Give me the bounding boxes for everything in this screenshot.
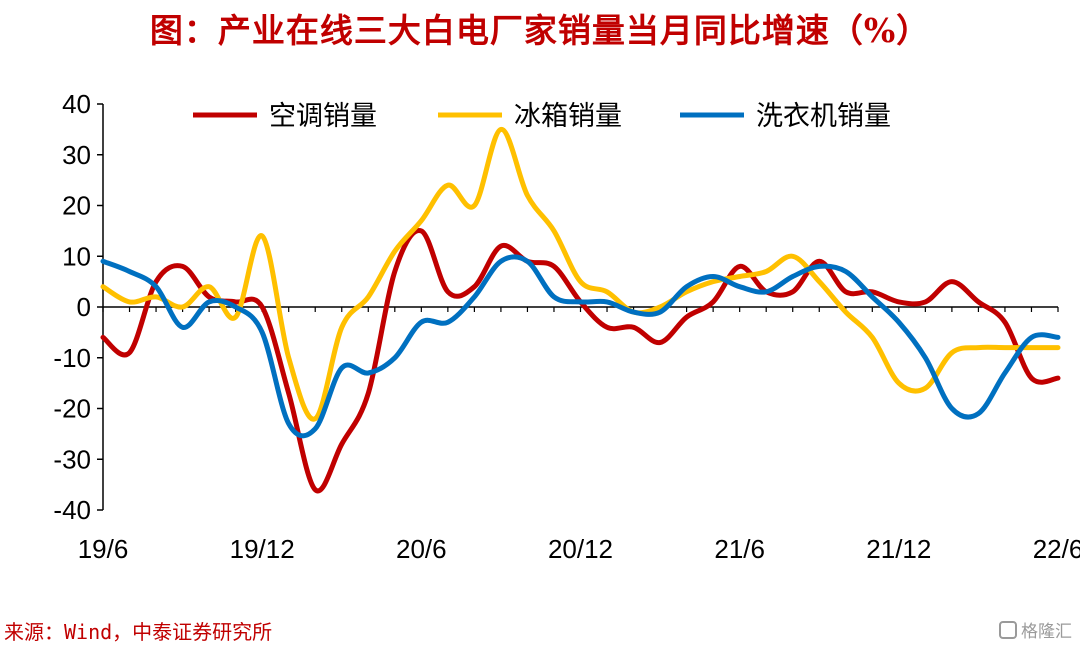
axes-layer: 40 30 20 10 0 -10 -20 -30 -40 19/6 19/12 20/6 20/12 2… — [53, 89, 1080, 564]
y-tick-label: 10 — [62, 241, 91, 271]
y-tick-label: -20 — [53, 394, 91, 424]
y-tick-label: 30 — [62, 140, 91, 170]
legend: 空调销量 冰箱销量 洗衣机销量 — [193, 101, 891, 132]
x-tick-label: 21/12 — [866, 534, 931, 564]
x-tick-label: 19/6 — [78, 534, 129, 564]
series-line-aircon — [100, 228, 1061, 494]
watermark-logo-icon — [999, 620, 1017, 639]
x-tick-label: 21/6 — [714, 534, 765, 564]
x-tick-label: 19/12 — [230, 534, 295, 564]
x-tick-label: 20/12 — [548, 534, 613, 564]
y-tick-label: 20 — [62, 191, 91, 221]
x-tick-label: 22/6 — [1033, 534, 1080, 564]
legend-label: 冰箱销量 — [514, 101, 622, 132]
y-tick-label: -10 — [53, 343, 91, 373]
series-layer — [100, 126, 1061, 494]
legend-label: 洗衣机销量 — [756, 101, 891, 132]
y-tick-label: -40 — [53, 495, 91, 525]
y-tick-label: -30 — [53, 444, 91, 474]
watermark: 格隆汇 — [999, 617, 1072, 642]
chart-title: 图：产业在线三大白电厂家销量当月同比增速（%） — [149, 11, 931, 50]
x-tick-label: 20/6 — [396, 534, 447, 564]
y-tick-label: 0 — [77, 292, 91, 322]
series-line-fridge — [100, 126, 1061, 422]
y-tick-label: 40 — [62, 89, 91, 119]
legend-label: 空调销量 — [269, 101, 377, 132]
series-line-washer — [100, 254, 1061, 439]
watermark-text: 格隆汇 — [1021, 622, 1072, 642]
source-note: 来源：Wind，中泰证券研究所 — [4, 620, 273, 644]
